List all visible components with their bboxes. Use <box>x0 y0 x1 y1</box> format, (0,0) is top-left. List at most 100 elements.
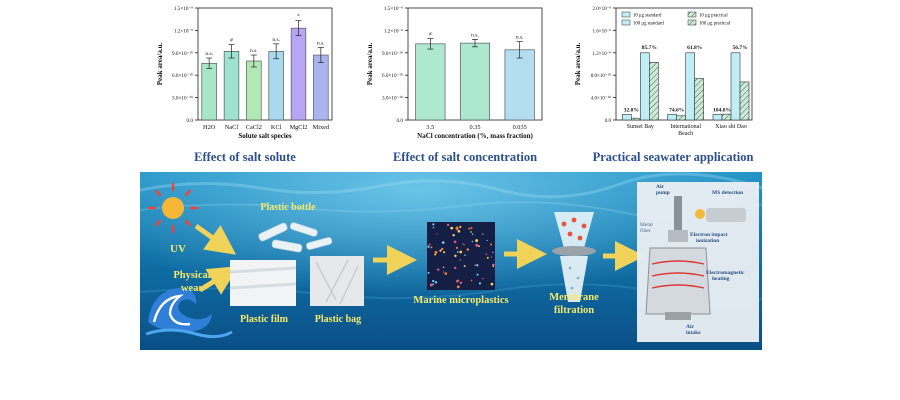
microplastic-particle <box>456 285 460 289</box>
legend-label: 100 μg practical <box>699 22 731 27</box>
y-axis-label: Peak area/a.u. <box>366 43 374 86</box>
microplastic-particle <box>485 253 488 255</box>
process-banner: UV Physical wear Plastic bottle Plastic … <box>140 172 762 350</box>
microplastic-particle <box>441 241 445 244</box>
x-tick-label: CaCl2 <box>246 124 262 131</box>
x-axis-label: NaCl concentration (%, mass fraction) <box>417 132 533 140</box>
caption-salt-solute: Effect of salt solute <box>194 150 296 164</box>
microplastic-particle <box>490 256 492 258</box>
y-tick-label: 3.0×10⁻¹⁰ <box>172 96 193 102</box>
x-tick-label: Xiao shi Dao <box>715 124 747 130</box>
microplastic-particle <box>476 273 479 276</box>
metal-filter-label-1: Metal <box>640 222 653 228</box>
significance-label: n.s. <box>317 41 325 47</box>
air-intake-label-1: Air <box>686 324 695 330</box>
plastic-film-icon <box>229 260 297 306</box>
y-tick-label: 9.0×10⁻¹⁰ <box>382 51 403 57</box>
arrow-uv <box>194 223 237 255</box>
microplastic-particle <box>442 271 445 273</box>
microplastics-label: Marine microplastics <box>413 295 508 306</box>
legend-swatch <box>621 19 631 26</box>
significance-label: n.s. <box>272 37 280 43</box>
legend-label: 10 μg practical <box>699 14 728 19</box>
percent-label: 104.8% <box>713 107 731 113</box>
y-tick-label: 0.0 <box>605 119 612 124</box>
bar <box>631 117 641 121</box>
microplastic-particle <box>434 253 437 256</box>
sun-icon <box>147 182 199 234</box>
legend-swatch <box>621 11 631 18</box>
significance-label: n.s. <box>516 35 524 41</box>
y-tick-label: 6.0×10⁻¹⁰ <box>382 73 403 79</box>
bar <box>622 114 632 121</box>
microplastic-particle <box>474 264 477 267</box>
legend-label: 100 μg standard <box>633 22 664 27</box>
y-tick-label: 0.0 <box>397 118 404 124</box>
significance-label: n.s. <box>471 32 479 38</box>
bar <box>694 78 704 121</box>
x-tick-label: NaCl <box>225 124 239 131</box>
chart-salt-solute: 0.0 3.0×10⁻¹⁰ 6.0×10⁻¹⁰ 9.0×10⁻¹⁰ 1.2×10⁻⁹ 1.… <box>150 2 340 142</box>
bar <box>649 62 659 121</box>
microplastic-particle <box>454 254 457 258</box>
microplastic-particle <box>434 281 438 284</box>
y-tick-label: 1.5×10⁻⁹ <box>174 6 193 12</box>
x-tick-label: MgCl2 <box>290 124 308 131</box>
bar <box>676 115 686 121</box>
bar <box>201 62 217 121</box>
bar <box>246 60 262 121</box>
y-tick-label: 1.2×10⁻⁹ <box>593 51 612 57</box>
x-tick-label: H2O <box>203 124 216 131</box>
significance-label: n.s. <box>250 48 258 54</box>
microplastic-particle <box>446 223 450 227</box>
microplastic-particle <box>429 283 433 287</box>
microplastic-particle <box>482 233 484 235</box>
percent-label: 61.8% <box>687 45 702 51</box>
significance-label: * <box>297 14 300 20</box>
bar <box>459 42 491 121</box>
y-tick-label: 9.0×10⁻¹⁰ <box>172 51 193 57</box>
wave-icon <box>145 288 233 339</box>
percent-label: 74.6% <box>669 107 684 113</box>
y-tick-label: 6.0×10⁻¹⁰ <box>172 73 193 79</box>
microplastic-particle <box>432 279 435 283</box>
microplastics-image <box>427 222 495 290</box>
y-tick-label: 3.0×10⁻¹⁰ <box>382 96 403 102</box>
x-tick-label: Sunset Bay <box>627 124 654 130</box>
percent-label: 85.7% <box>642 45 657 51</box>
bar <box>415 43 446 121</box>
microplastic-particle <box>457 229 461 233</box>
microplastic-particle <box>442 266 445 269</box>
em-heating-label-1: Electromagnetic <box>706 270 745 276</box>
x-tick-label: 0.035 <box>513 124 527 131</box>
y-tick-label: 4.0×10⁻¹⁰ <box>591 96 611 102</box>
microplastic-particle <box>432 283 435 285</box>
wear-label-2: wear <box>181 283 203 294</box>
membrane-label-2: filtration <box>554 305 594 316</box>
legend-label: 10 μg standard <box>633 14 662 19</box>
microplastic-particle <box>453 240 457 244</box>
em-heating-label-2: heating <box>712 276 730 282</box>
chart-seawater-application-svg: 0.0 4.0×10⁻¹⁰ 8.0×10⁻¹⁰ 1.2×10⁻⁹ 1.6×10⁻⁹ 2.0… <box>574 6 753 137</box>
caption-seawater-application: Practical seawater application <box>592 150 754 164</box>
microplastic-particle <box>486 239 488 242</box>
bar <box>313 54 329 121</box>
bag-label: Plastic bag <box>315 314 361 325</box>
microplastic-particle <box>462 243 464 245</box>
microplastic-particle <box>470 231 472 233</box>
ms-instrument-icon <box>637 182 759 342</box>
microplastic-particle <box>432 223 435 226</box>
y-axis-label: Peak area/a.u. <box>156 43 164 86</box>
microplastic-particle <box>463 244 465 246</box>
microplastic-particle <box>456 279 459 283</box>
microplastic-particle <box>428 243 431 246</box>
microplastic-particle <box>459 250 463 254</box>
microplastic-particle <box>478 282 482 285</box>
microplastic-particle <box>456 251 459 253</box>
process-banner-svg: UV Physical wear Plastic bottle Plastic … <box>140 172 762 350</box>
chart-salt-concentration-svg: 0.0 3.0×10⁻¹⁰ 6.0×10⁻¹⁰ 9.0×10⁻¹⁰ 1.2×10⁻⁹ 1.… <box>366 6 543 140</box>
y-axis-label: Peak area/a.u. <box>574 43 582 86</box>
legend-swatch <box>687 19 697 26</box>
bar <box>685 52 695 121</box>
microplastic-particle <box>463 265 466 268</box>
